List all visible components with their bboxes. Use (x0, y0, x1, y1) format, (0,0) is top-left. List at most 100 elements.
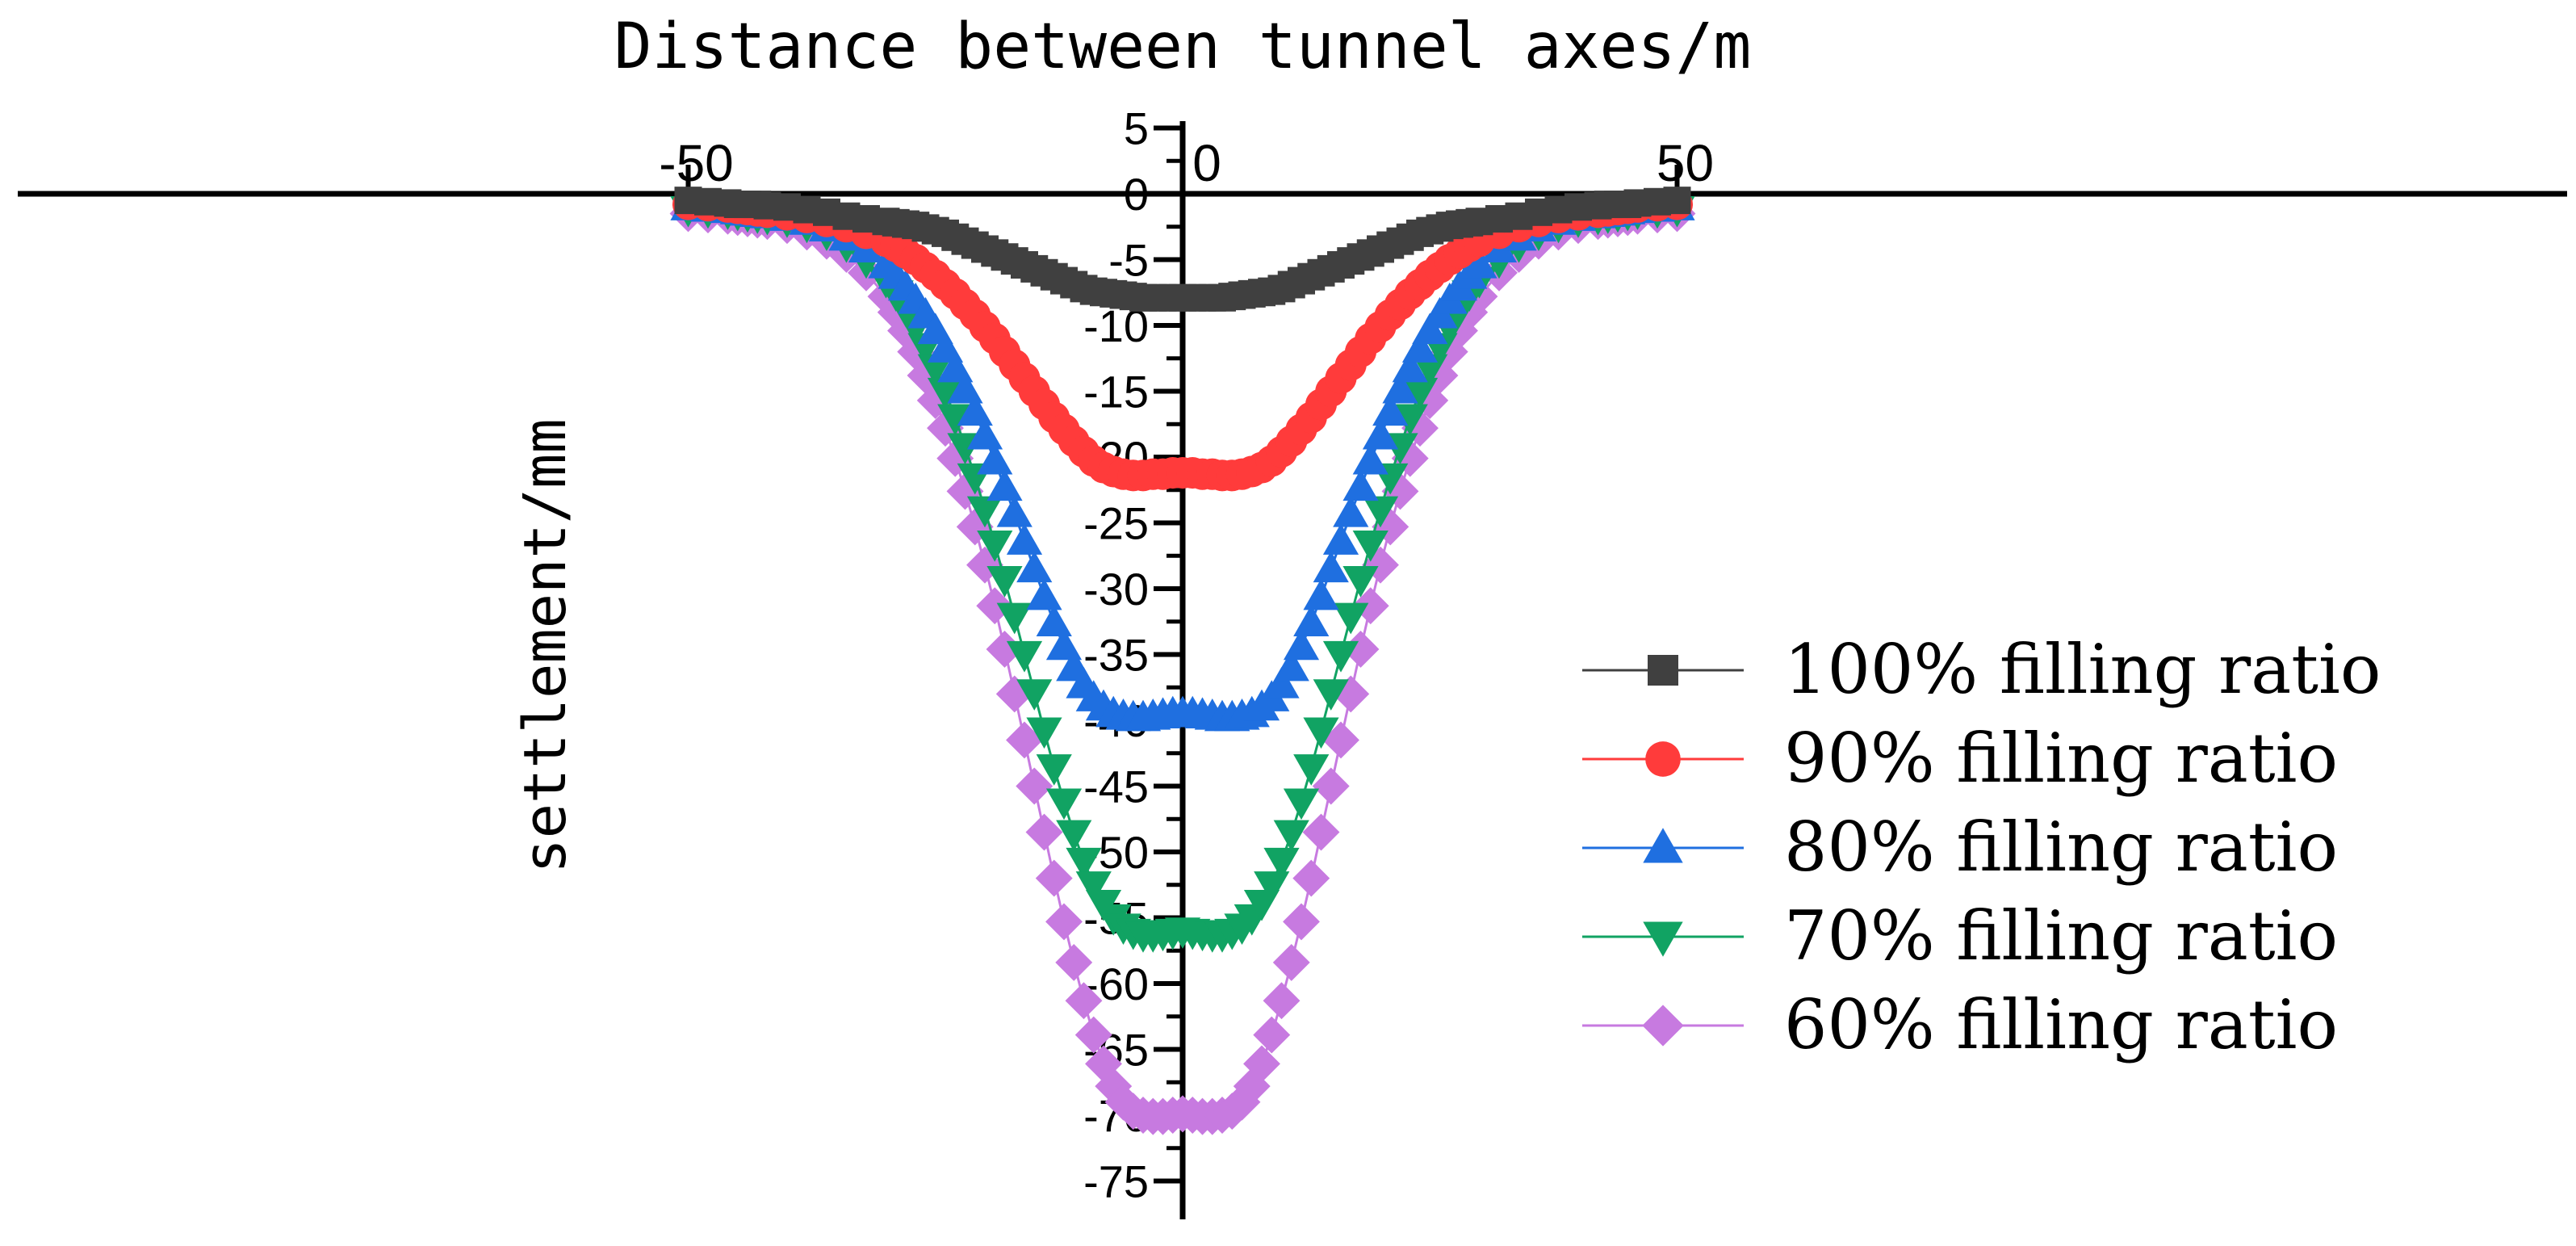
x-tick-label: 50 (1657, 134, 1714, 192)
data-point (977, 443, 1013, 475)
legend-item-3: 80% filling ratio (1582, 808, 2338, 887)
data-point (996, 495, 1032, 527)
data-point (1322, 523, 1359, 555)
data-point (1016, 551, 1053, 583)
legend-marker (1648, 655, 1678, 686)
data-point (1056, 820, 1092, 852)
data-point (977, 531, 1013, 562)
legend-label: 70% filling ratio (1784, 896, 2338, 975)
data-point (1065, 982, 1103, 1020)
data-point (1293, 754, 1330, 786)
data-point (1035, 859, 1073, 897)
data-point (1313, 679, 1349, 711)
series-1 (674, 187, 1691, 312)
data-point (1401, 331, 1439, 363)
data-point (986, 566, 1023, 598)
data-point (1292, 859, 1330, 897)
data-point (995, 675, 1033, 713)
y-axis-title: settlement/mm (511, 418, 579, 874)
data-point (1016, 679, 1053, 711)
data-point (1342, 631, 1380, 668)
legend-item-2: 90% filling ratio (1582, 719, 2338, 798)
data-point (1372, 394, 1409, 426)
y-tick-label: -35 (1083, 630, 1149, 681)
data-point (1026, 578, 1062, 610)
data-point (1055, 943, 1093, 981)
data-point (927, 377, 964, 409)
data-point (1412, 313, 1448, 345)
data-point (1351, 587, 1389, 625)
data-point (1263, 847, 1300, 879)
data-point (1283, 903, 1320, 941)
data-point (1075, 871, 1112, 903)
data-point (1016, 767, 1053, 805)
data-point (1006, 523, 1043, 555)
data-point (1272, 943, 1310, 981)
legend-item-1: 100% filling ratio (1582, 630, 2381, 709)
data-point (1025, 813, 1063, 851)
data-point (1273, 820, 1309, 852)
data-point (976, 587, 1014, 625)
data-point (1273, 649, 1309, 682)
data-point (1283, 628, 1320, 661)
y-tick-label: -25 (1083, 498, 1149, 549)
data-point (1303, 578, 1339, 610)
y-tick-label: 5 (1124, 103, 1149, 154)
data-point (1401, 377, 1439, 409)
legend-label: 100% filling ratio (1784, 630, 2381, 709)
data-point (1253, 1016, 1291, 1054)
legend: 100% filling ratio 90% filling ratio 80% f… (1582, 630, 2381, 1064)
data-point (1333, 495, 1369, 527)
y-tick-label: -30 (1083, 564, 1149, 615)
data-point (1392, 404, 1428, 436)
legend-label: 80% filling ratio (1784, 808, 2338, 887)
y-tick-label: -15 (1083, 367, 1149, 417)
legend-item-5: 60% filling ratio (1582, 985, 2338, 1064)
data-point (1283, 788, 1320, 820)
data-point (1663, 187, 1691, 215)
y-tick-label: -45 (1083, 761, 1149, 812)
data-point (1352, 531, 1389, 562)
legend-marker (1643, 921, 1683, 957)
data-point (1006, 721, 1043, 759)
data-point (986, 469, 1023, 501)
data-point (1263, 982, 1301, 1020)
data-point (1313, 551, 1349, 583)
data-point (986, 631, 1024, 668)
data-point (1333, 602, 1369, 635)
data-point (1322, 640, 1359, 673)
data-point (1302, 813, 1340, 851)
data-point (1045, 903, 1083, 941)
y-tick-label: -5 (1108, 235, 1149, 286)
data-point (1006, 640, 1043, 673)
data-point (1303, 717, 1339, 749)
data-point (1066, 847, 1102, 879)
data-point (966, 496, 1003, 528)
data-point (1293, 605, 1330, 636)
x-axis-title: Distance between tunnel axes/m (614, 10, 1752, 83)
x-ticks: -50 0 50 (659, 134, 1714, 194)
data-point (1382, 371, 1418, 404)
data-point (1243, 1045, 1280, 1083)
data-point (947, 371, 983, 404)
data-point (1322, 721, 1359, 759)
legend-item-4: 70% filling ratio (1582, 896, 2338, 975)
legend-label: 90% filling ratio (1784, 719, 2338, 798)
data-point (1362, 496, 1399, 528)
data-point (1036, 605, 1072, 636)
data-point (1392, 350, 1428, 383)
data-point (937, 404, 974, 436)
legend-marker (1642, 1005, 1684, 1047)
data-point (957, 394, 993, 426)
data-point (1312, 767, 1350, 805)
legend-marker (1645, 741, 1681, 777)
data-point (1045, 788, 1083, 820)
data-point (966, 417, 1003, 450)
legend-label: 60% filling ratio (1784, 985, 2338, 1064)
y-tick-label: 0 (1124, 169, 1149, 220)
data-point (1254, 871, 1290, 903)
y-tick-label: -75 (1083, 1156, 1149, 1207)
data-point (1104, 1083, 1142, 1121)
data-point (1074, 1016, 1112, 1054)
